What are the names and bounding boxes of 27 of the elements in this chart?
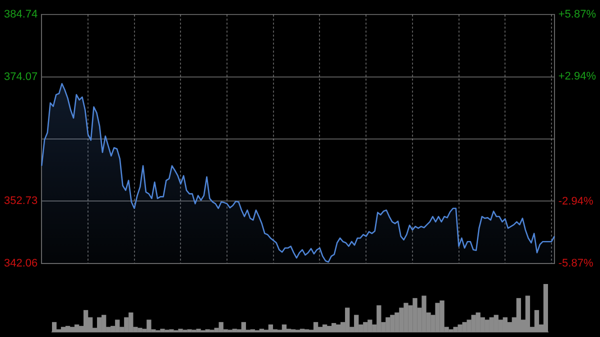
y-tick-label: 374.07 [4, 70, 38, 83]
bar [65, 326, 70, 332]
bar [52, 322, 57, 332]
bar [331, 323, 336, 332]
bar [525, 296, 530, 332]
bar [259, 328, 264, 332]
bar [74, 324, 80, 332]
bar [286, 328, 292, 332]
bar [83, 310, 88, 332]
bar [60, 326, 66, 332]
bar [313, 322, 318, 332]
bar [543, 284, 548, 332]
y2-tick-label: +5.87% [558, 8, 596, 21]
y-tick-label: 384.74 [4, 8, 38, 21]
y2-tick-label: -2.94% [558, 195, 594, 208]
y2-tick-label: -5.87% [558, 257, 594, 270]
bar [326, 326, 332, 332]
y-tick-label: 342.06 [4, 257, 38, 270]
bar [322, 324, 328, 332]
bar [534, 310, 540, 332]
bar [282, 324, 287, 332]
bar [300, 328, 305, 332]
bar [516, 298, 522, 332]
bar [268, 324, 274, 332]
y2-tick-label: +2.94% [558, 70, 596, 83]
y-tick-label: 352.73 [4, 195, 38, 208]
bar [70, 326, 75, 332]
